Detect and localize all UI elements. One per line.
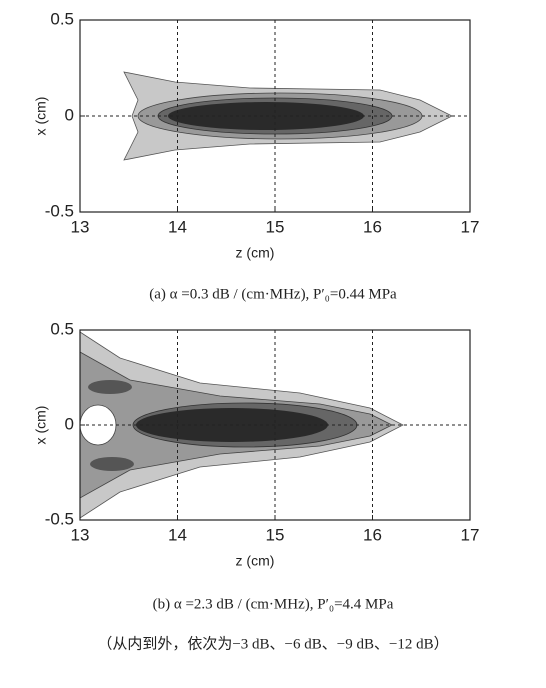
plot-frame bbox=[79, 329, 471, 521]
x-tick-label: 15 bbox=[266, 217, 285, 236]
x-tick-label: 16 bbox=[363, 217, 382, 236]
x-tick-label: 15 bbox=[266, 525, 285, 544]
x-axis-label: z (cm) bbox=[236, 553, 275, 569]
blob bbox=[90, 457, 134, 471]
x-tick-label: 14 bbox=[168, 217, 187, 236]
caption: (a) α =0.3 dB / (cm·MHz), P′₀=0.44 MPa bbox=[149, 286, 397, 302]
x-tick-label: 13 bbox=[71, 525, 90, 544]
y-axis-label: x (cm) bbox=[33, 406, 49, 445]
y-tick-label: 0 bbox=[65, 105, 74, 124]
x-tick-label: 16 bbox=[363, 525, 382, 544]
y-tick-label: 0.5 bbox=[50, 9, 74, 28]
note: （从内到外，依次为−3 dB、−6 dB、−9 dB、−12 dB） bbox=[97, 635, 448, 652]
x-tick-label: 13 bbox=[71, 217, 90, 236]
plot-frame bbox=[79, 19, 471, 213]
y-tick-label: 0 bbox=[65, 414, 74, 433]
y-tick-label: -0.5 bbox=[45, 201, 74, 220]
y-tick-label: 0.5 bbox=[50, 319, 74, 338]
contour-plot-a bbox=[123, 71, 453, 161]
blob bbox=[88, 380, 132, 394]
caption: (b) α =2.3 dB / (cm·MHz), P′₀=4.4 MPa bbox=[153, 596, 394, 612]
x-tick-label: 17 bbox=[461, 217, 480, 236]
x-axis-label: z (cm) bbox=[236, 245, 275, 261]
x-tick-label: 17 bbox=[461, 525, 480, 544]
y-tick-label: -0.5 bbox=[45, 509, 74, 528]
y-axis-label: x (cm) bbox=[33, 97, 49, 136]
x-tick-label: 14 bbox=[168, 525, 187, 544]
